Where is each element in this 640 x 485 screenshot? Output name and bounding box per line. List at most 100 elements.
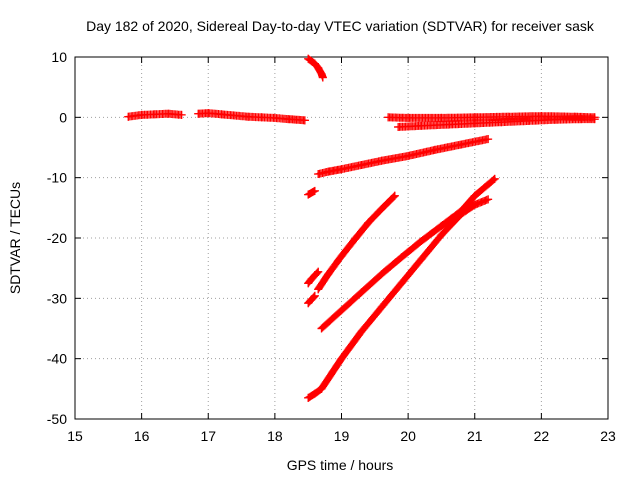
data-point — [194, 109, 203, 118]
y-tick-label: -40 — [47, 351, 67, 367]
data-point — [457, 209, 466, 218]
data-point — [310, 59, 319, 68]
data-point — [230, 111, 239, 120]
x-tick-label: 18 — [267, 428, 283, 444]
data-point — [470, 200, 479, 209]
data-point — [304, 190, 313, 199]
data-point — [404, 151, 413, 160]
x-tick-label: 15 — [67, 428, 83, 444]
y-tick-label: -30 — [47, 290, 67, 306]
data-point — [204, 109, 213, 118]
data-series — [317, 195, 493, 393]
data-point — [270, 113, 279, 122]
data-point — [484, 195, 493, 204]
data-point — [124, 112, 133, 121]
data-point — [417, 237, 426, 246]
data-point — [317, 69, 326, 78]
data-point — [317, 384, 326, 393]
series-markers — [317, 195, 493, 393]
data-point — [314, 170, 323, 179]
data-point — [310, 271, 319, 280]
data-point — [314, 267, 323, 276]
y-tick-label: -50 — [47, 411, 67, 427]
data-point — [150, 110, 159, 119]
data-point — [437, 230, 446, 239]
data-layer — [124, 54, 599, 402]
x-tick-label: 17 — [200, 428, 216, 444]
data-point — [300, 116, 309, 125]
x-tick-label: 22 — [534, 428, 550, 444]
data-point — [444, 120, 453, 129]
data-point — [304, 279, 313, 288]
data-point — [497, 118, 506, 127]
data-point — [350, 235, 359, 244]
data-point — [314, 285, 323, 294]
axis-layer: 15 16 17 18 19 20 21 22 23 10 0 -10 -20 -30 -40 -50 — [47, 49, 616, 444]
x-tick-label: 21 — [467, 428, 483, 444]
data-point — [524, 116, 533, 125]
data-point — [284, 115, 293, 124]
y-tick-label: -10 — [47, 170, 67, 186]
data-point — [357, 288, 366, 297]
data-point — [304, 299, 313, 308]
data-point — [217, 110, 226, 119]
data-point — [324, 167, 333, 176]
data-point — [310, 389, 319, 398]
series-markers — [304, 186, 319, 199]
data-point — [244, 112, 253, 121]
data-point — [310, 186, 319, 195]
y-tick-label: 0 — [59, 109, 67, 125]
data-point — [470, 119, 479, 128]
data-point — [470, 191, 479, 200]
data-point — [137, 110, 146, 119]
data-point — [318, 73, 327, 82]
data-point — [590, 115, 599, 124]
data-point — [337, 354, 346, 363]
data-point — [307, 295, 316, 304]
data-series — [304, 186, 319, 199]
y-tick-label: -20 — [47, 230, 67, 246]
series-markers — [314, 135, 493, 178]
data-series — [394, 115, 599, 131]
data-point — [314, 63, 323, 72]
data-point — [310, 291, 319, 300]
data-point — [357, 327, 366, 336]
data-point — [397, 253, 406, 262]
data-point — [490, 174, 499, 183]
data-point — [304, 393, 313, 402]
data-point — [577, 115, 586, 124]
data-point — [430, 145, 439, 154]
data-series — [304, 267, 323, 288]
series-markers — [314, 191, 399, 294]
data-point — [377, 205, 386, 214]
data-point — [324, 270, 333, 279]
data-point — [417, 121, 426, 130]
data-series — [304, 291, 319, 308]
x-tick-label: 20 — [400, 428, 416, 444]
data-point — [317, 324, 326, 333]
data-point — [307, 275, 316, 284]
data-series — [314, 135, 493, 179]
data-point — [457, 140, 466, 149]
data-point — [417, 255, 426, 264]
data-point — [357, 160, 366, 169]
data-point — [257, 113, 266, 122]
data-series — [124, 109, 186, 121]
data-series — [304, 54, 327, 82]
data-point — [437, 221, 446, 230]
chart-title: Day 182 of 2020, Sidereal Day-to-day VTE… — [86, 18, 595, 34]
data-point — [377, 156, 386, 165]
data-point — [177, 110, 186, 119]
x-axis-label: GPS time / hours — [287, 457, 394, 473]
x-tick-label: 16 — [134, 428, 150, 444]
data-point — [384, 113, 393, 122]
x-tick-label: 23 — [600, 428, 616, 444]
data-series — [314, 191, 399, 294]
y-tick-label: 10 — [51, 49, 67, 65]
data-point — [504, 112, 513, 121]
data-point — [337, 252, 346, 261]
data-point — [164, 109, 173, 118]
data-point — [394, 122, 403, 131]
